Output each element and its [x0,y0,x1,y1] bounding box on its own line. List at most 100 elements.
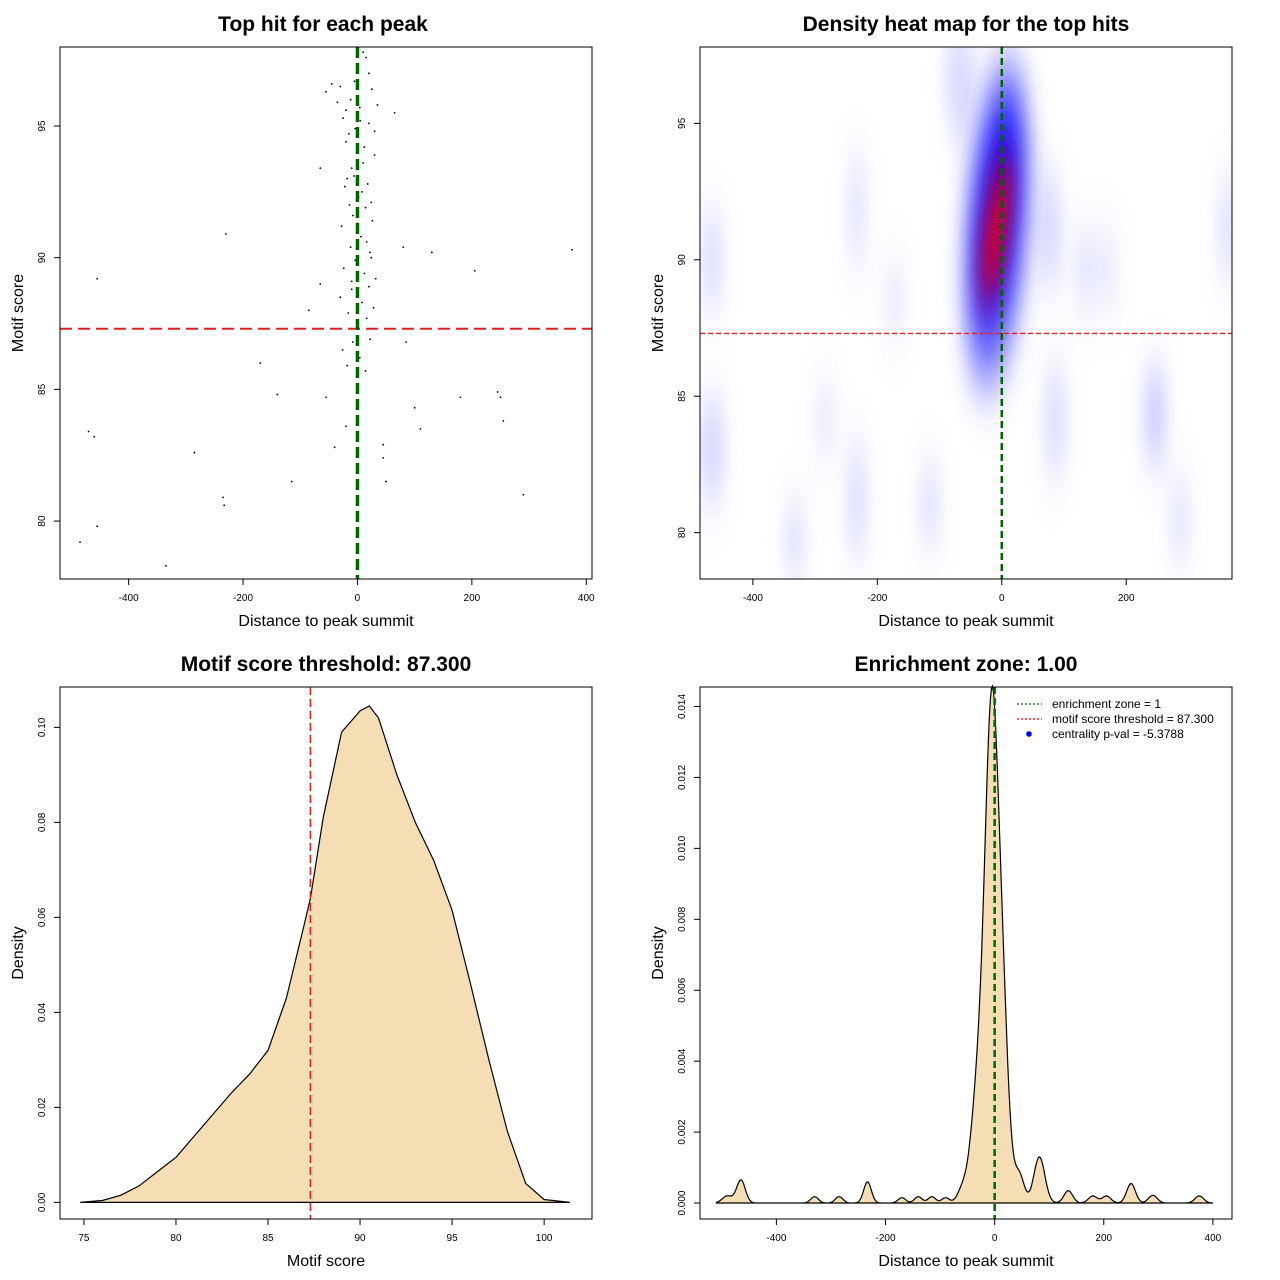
scatter-point [402,246,405,249]
y-tick-label: 0.06 [37,907,48,927]
scatter-point [333,446,336,449]
x-tick-label: -200 [867,593,887,604]
scatter-point [362,51,365,54]
axes-score-density: 75 80 85 90 95 100 0.00 0.02 0.04 0.06 0.08 0.10 [37,717,553,1244]
plot-box-score-density [59,686,593,1220]
scatter-point [345,140,347,143]
scatter-point [368,122,370,125]
chart-title-scatter: Top hit for each peak [218,13,428,36]
scatter-point [368,72,370,75]
x-tick-label: -400 [766,1233,786,1244]
chart-title-score-density: Motif score threshold: 87.300 [181,653,472,676]
panel-scatter: Top hit for each peak -400 -200 0 200 400 80 8… [10,13,595,630]
scatter-point [350,167,353,170]
scatter-point [351,214,354,217]
scatter-point [413,406,416,409]
axes-scatter: -400 -200 0 200 400 80 85 90 95 [37,120,595,604]
scatter-point [319,283,322,285]
scatter-point [259,362,262,364]
scatter-point [345,425,347,428]
y-tick-label: 0.000 [677,1190,688,1215]
scatter-point [361,190,363,193]
x-axis-label-scatter: Distance to peak summit [238,613,414,630]
legend: enrichment zone = 1 motif score threshol… [1017,697,1214,741]
scatter-point [164,564,167,567]
scatter-point [223,504,226,507]
scatter-point [336,101,339,104]
scatter-point [222,496,224,499]
scatter-point [96,525,99,528]
y-tick-label: 85 [677,390,688,402]
scatter-point [349,98,352,101]
scatter-point [382,456,385,459]
scatter-point [340,225,343,227]
y-axis-label-scatter: Motif score [10,274,27,352]
x-tick-label: 0 [992,1233,998,1244]
scatter-point [370,88,373,91]
density-peak [980,155,1012,305]
scatter-point [365,240,368,243]
scatter-point [342,117,345,120]
scatter-point [522,493,525,496]
scatter-point [373,154,376,156]
x-tick-label: 200 [1118,593,1135,604]
scatter-point [339,85,342,88]
panel-heatmap: Density heat map for the top hits [650,13,1233,630]
x-tick-label: -200 [876,1233,896,1244]
x-tick-label: 0 [999,593,1005,604]
scatter-point [341,348,344,351]
scatter-point [96,277,99,280]
y-tick-label: 0.02 [37,1097,48,1117]
y-tick-label: 95 [677,117,688,129]
density-heatmap [700,47,1232,579]
y-tick-label: 0.014 [677,694,688,719]
scatter-point [354,127,357,130]
x-tick-label: 75 [78,1233,90,1244]
scatter-point [353,175,355,177]
scatter-point [319,167,322,170]
scatter-point [362,161,365,164]
density-faint-blobs [700,47,1232,579]
x-tick-label: 80 [170,1233,182,1244]
x-tick-label: -200 [233,593,253,604]
scatter-point [405,341,407,343]
scatter-point [370,201,373,204]
scatter-point [350,280,353,283]
scatter-point [290,480,293,483]
scatter-point [364,370,367,372]
chart-title-heatmap: Density heat map for the top hits [803,13,1130,36]
x-axis-label-heatmap: Distance to peak summit [878,613,1054,630]
y-tick-label: 0.00 [37,1192,48,1212]
scatter-point [363,272,366,275]
scatter-point [307,309,310,312]
x-tick-label: 100 [536,1233,553,1244]
scatter-point [385,480,387,483]
x-tick-label: 85 [262,1233,274,1244]
scatter-point [363,146,366,148]
y-tick-label: 0.004 [677,1048,688,1073]
y-axis-label-score-density: Density [10,926,27,979]
distance-density-area [715,684,1213,1204]
y-tick-label: 0.10 [37,717,48,737]
y-tick-label: 95 [37,120,48,132]
plot-box-scatter [59,46,593,580]
y-tick-label: 0.04 [37,1002,48,1022]
x-tick-label: -400 [743,593,763,604]
y-axis-label-heatmap: Motif score [650,274,667,352]
chart-title-distance-density: Enrichment zone: 1.00 [855,653,1078,676]
scatter-point [473,269,476,272]
scatter-point [393,111,396,114]
y-tick-label: 0.006 [677,977,688,1002]
x-axis-label-score-density: Motif score [287,1253,365,1270]
scatter-point [368,285,370,288]
scatter-point [369,338,371,341]
reference-lines-scatter [60,47,592,579]
x-tick-label: 200 [1095,1233,1112,1244]
panel-score-density: Motif score threshold: 87.300 75 80 85 90 95… [10,653,593,1270]
scatter-point [358,356,361,359]
legend-label-enrichment-zone: enrichment zone = 1 [1052,697,1161,711]
scatter-point [343,185,346,188]
scatter-point [325,90,327,93]
scatter-point [349,246,352,249]
y-tick-label: 0.008 [677,906,688,931]
